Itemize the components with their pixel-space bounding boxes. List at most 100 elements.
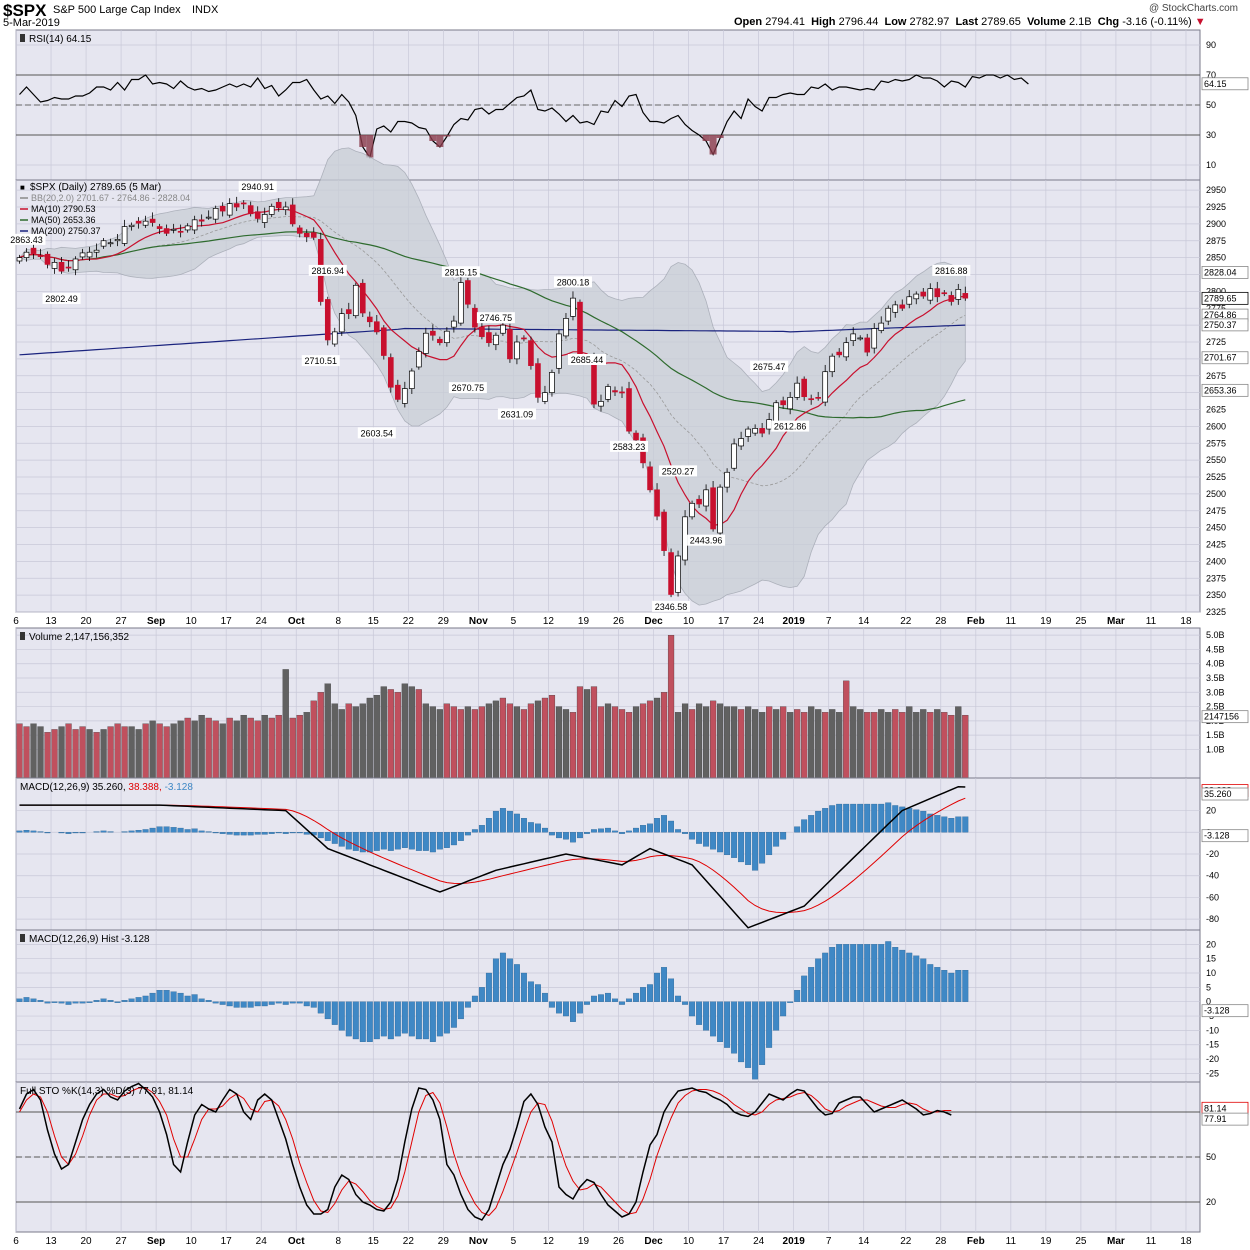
- volume-bar: [766, 706, 773, 779]
- high-label: High: [811, 16, 836, 28]
- candle-body: [521, 337, 527, 340]
- price-marker-label: 2520.27: [662, 466, 695, 476]
- candle-body: [906, 296, 913, 305]
- vol-y-tick-label: 1.0B: [1206, 744, 1225, 754]
- macd-histogram-bar: [156, 826, 163, 833]
- volume-bar: [16, 723, 23, 779]
- histogram-bar: [198, 998, 205, 1002]
- vol-y-tick-label: 3.5B: [1206, 673, 1225, 683]
- volume-bar: [660, 692, 668, 779]
- candle-body: [577, 301, 583, 360]
- macd-histogram-bar: [619, 832, 625, 834]
- hist-axis-value-label: -3.128: [1204, 1006, 1230, 1016]
- down-arrow-icon: ▼: [1194, 16, 1206, 28]
- volume-bar: [625, 712, 633, 779]
- rsi-y-tick-label: 50: [1206, 100, 1216, 110]
- candle-body: [913, 293, 920, 300]
- histogram-bar: [289, 1001, 296, 1004]
- candle-body: [822, 371, 828, 403]
- volume-bar: [394, 692, 401, 779]
- x-axis-label: 24: [256, 1236, 268, 1247]
- price-marker-label: 2685.44: [571, 355, 604, 365]
- histogram-bar: [717, 1001, 724, 1042]
- volume-bar: [878, 709, 885, 779]
- rsi-y-tick-label: 10: [1206, 160, 1216, 170]
- rsi-oversold-fill: [366, 135, 374, 158]
- x-axis-label: Oct: [288, 616, 305, 627]
- histogram-bar: [247, 1001, 254, 1008]
- histogram-bar: [408, 1001, 415, 1037]
- candle-body: [423, 332, 429, 354]
- histogram-bar: [570, 1001, 576, 1022]
- vol-title-icon: [20, 632, 25, 640]
- macd-histogram-bar: [584, 832, 590, 834]
- price-marker-box: [687, 534, 726, 546]
- macd-histogram-bar: [843, 803, 850, 833]
- macd-histogram-bar: [668, 820, 675, 833]
- volume-bar: [401, 683, 408, 779]
- candle-body: [654, 489, 660, 517]
- histogram-bar: [387, 1001, 394, 1040]
- volume-bar: [457, 709, 464, 779]
- histogram-bar: [100, 998, 107, 1002]
- price-marker-box: [42, 293, 81, 305]
- histogram-bar: [380, 1001, 387, 1037]
- volume-bar: [191, 720, 198, 779]
- macd-histogram-bar: [731, 832, 738, 858]
- price-marker-box: [7, 233, 46, 245]
- candle-body: [843, 342, 850, 358]
- histogram-bar: [303, 1001, 310, 1007]
- candle-body: [500, 324, 506, 334]
- price-marker-label: 2816.88: [935, 266, 968, 276]
- histogram-bar: [107, 1000, 114, 1002]
- candle-body: [254, 211, 261, 219]
- histogram-bar: [401, 1001, 408, 1034]
- candle-body: [465, 280, 471, 305]
- histogram-bar: [682, 1001, 689, 1005]
- x-axis-label: 10: [683, 1236, 695, 1247]
- volume-bar: [499, 697, 507, 779]
- candle-body: [689, 502, 695, 518]
- histogram-bar: [79, 1001, 86, 1004]
- candle-body: [773, 402, 779, 422]
- exchange: INDX: [192, 4, 219, 16]
- vol-panel-title: Volume 2,147,156,352: [29, 632, 130, 643]
- macd-histogram-bar: [927, 813, 934, 833]
- histogram-bar: [282, 1001, 289, 1005]
- macd-histogram-bar: [72, 832, 79, 834]
- candle-body: [79, 252, 86, 258]
- macd-histogram-bar: [605, 827, 611, 833]
- macd-histogram-bar: [808, 815, 815, 833]
- rsi-oversold-fill: [443, 135, 451, 137]
- macd-histogram-bar: [135, 830, 142, 833]
- rsi-oversold-fill: [716, 135, 724, 138]
- candle-body: [759, 428, 765, 434]
- histogram-bar: [51, 1001, 58, 1003]
- macd-histogram-bar: [815, 810, 822, 833]
- candle-body: [962, 293, 969, 299]
- volume-bar: [275, 714, 282, 779]
- volume-bar: [773, 709, 780, 779]
- candle-body: [128, 224, 135, 227]
- sto-k-line: [18, 1082, 952, 1221]
- volume-bar: [114, 723, 121, 779]
- volume-bar: [955, 706, 962, 779]
- macd-histogram-bar: [696, 832, 703, 844]
- price-marker-label: 2746.75: [480, 313, 513, 323]
- histogram-bar: [934, 967, 941, 1002]
- candle-body: [864, 337, 871, 353]
- price-y-tick-label: 2625: [1206, 405, 1226, 415]
- candle-body: [885, 307, 892, 322]
- macd-histogram-bar: [534, 823, 541, 833]
- histogram-bar: [668, 978, 675, 1002]
- candle-body: [675, 555, 681, 593]
- histogram-bar: [44, 1001, 51, 1004]
- histogram-bar: [850, 944, 857, 1002]
- hist-panel-frame: [15, 929, 1201, 1083]
- candle-body: [458, 282, 464, 324]
- histogram-bar: [892, 947, 899, 1002]
- macd-histogram-bar: [780, 832, 787, 840]
- histogram-bar: [93, 1000, 100, 1002]
- candle-body: [857, 337, 864, 340]
- candle-body: [892, 304, 899, 313]
